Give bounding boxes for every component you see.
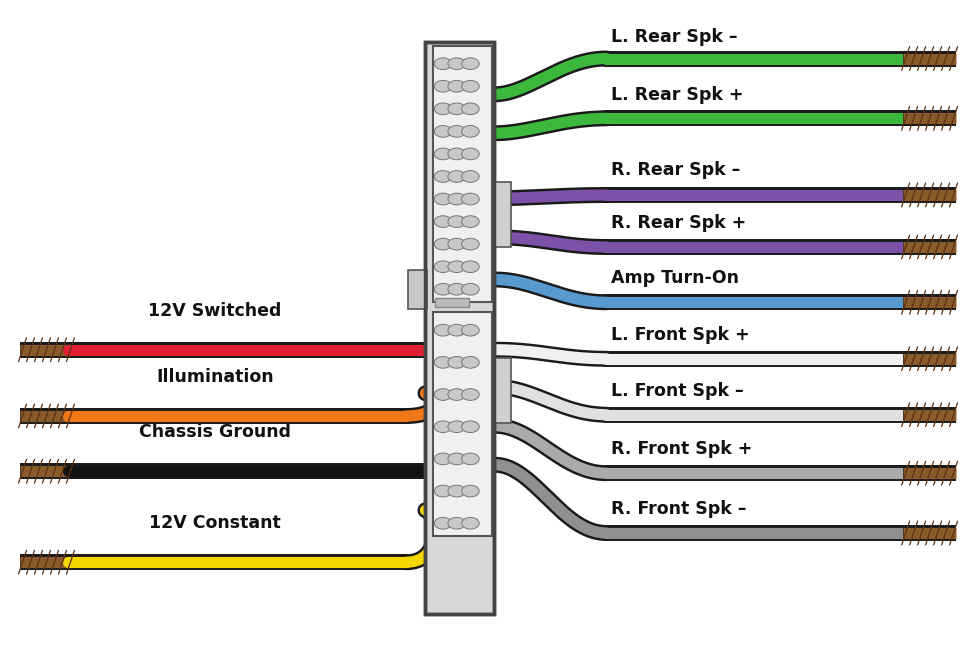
- Circle shape: [447, 485, 465, 497]
- Circle shape: [447, 261, 465, 272]
- Circle shape: [434, 148, 451, 160]
- Circle shape: [461, 148, 479, 160]
- FancyBboxPatch shape: [407, 270, 427, 309]
- Circle shape: [447, 389, 465, 400]
- Text: Amp Turn-On: Amp Turn-On: [611, 269, 739, 287]
- Text: R. Front Spk +: R. Front Spk +: [611, 440, 752, 458]
- Circle shape: [434, 125, 451, 137]
- Circle shape: [447, 324, 465, 336]
- Circle shape: [434, 389, 451, 400]
- Circle shape: [434, 58, 451, 70]
- Circle shape: [434, 356, 451, 368]
- Circle shape: [434, 193, 451, 205]
- Circle shape: [447, 453, 465, 465]
- Circle shape: [461, 485, 479, 497]
- Circle shape: [447, 148, 465, 160]
- Circle shape: [461, 103, 479, 114]
- Circle shape: [461, 421, 479, 433]
- Circle shape: [461, 58, 479, 70]
- Circle shape: [461, 453, 479, 465]
- Circle shape: [434, 261, 451, 272]
- Circle shape: [461, 239, 479, 250]
- Circle shape: [447, 421, 465, 433]
- Circle shape: [447, 81, 465, 92]
- Text: 12V Switched: 12V Switched: [149, 302, 281, 320]
- Circle shape: [434, 239, 451, 250]
- Text: 12V Constant: 12V Constant: [149, 514, 280, 532]
- Circle shape: [447, 216, 465, 228]
- Circle shape: [434, 283, 451, 295]
- Circle shape: [434, 485, 451, 497]
- Circle shape: [447, 193, 465, 205]
- Text: Chassis Ground: Chassis Ground: [139, 423, 291, 441]
- FancyBboxPatch shape: [435, 298, 469, 307]
- Text: L. Rear Spk –: L. Rear Spk –: [611, 27, 737, 46]
- Circle shape: [461, 389, 479, 400]
- Circle shape: [434, 103, 451, 114]
- Circle shape: [447, 170, 465, 182]
- Circle shape: [434, 421, 451, 433]
- FancyBboxPatch shape: [493, 182, 511, 247]
- Circle shape: [461, 324, 479, 336]
- FancyBboxPatch shape: [425, 42, 493, 614]
- Circle shape: [447, 356, 465, 368]
- Circle shape: [447, 125, 465, 137]
- Text: L. Front Spk –: L. Front Spk –: [611, 382, 743, 400]
- Text: R. Rear Spk –: R. Rear Spk –: [611, 161, 740, 179]
- Text: L. Rear Spk +: L. Rear Spk +: [611, 86, 743, 104]
- Circle shape: [461, 193, 479, 205]
- Circle shape: [461, 261, 479, 272]
- Text: R. Front Spk –: R. Front Spk –: [611, 500, 745, 518]
- Circle shape: [434, 216, 451, 228]
- Text: L. Front Spk +: L. Front Spk +: [611, 326, 749, 344]
- Circle shape: [447, 103, 465, 114]
- Circle shape: [434, 170, 451, 182]
- Circle shape: [461, 517, 479, 529]
- Circle shape: [461, 216, 479, 228]
- FancyBboxPatch shape: [493, 358, 511, 423]
- Text: R. Rear Spk +: R. Rear Spk +: [611, 214, 745, 232]
- Circle shape: [434, 517, 451, 529]
- Circle shape: [447, 58, 465, 70]
- Text: Illumination: Illumination: [156, 368, 274, 386]
- Circle shape: [434, 324, 451, 336]
- Circle shape: [434, 81, 451, 92]
- Circle shape: [461, 81, 479, 92]
- Circle shape: [447, 517, 465, 529]
- Circle shape: [461, 356, 479, 368]
- Circle shape: [461, 283, 479, 295]
- Circle shape: [447, 239, 465, 250]
- Circle shape: [461, 125, 479, 137]
- Circle shape: [461, 170, 479, 182]
- FancyBboxPatch shape: [433, 46, 491, 302]
- Circle shape: [434, 453, 451, 465]
- Circle shape: [447, 283, 465, 295]
- FancyBboxPatch shape: [433, 312, 491, 536]
